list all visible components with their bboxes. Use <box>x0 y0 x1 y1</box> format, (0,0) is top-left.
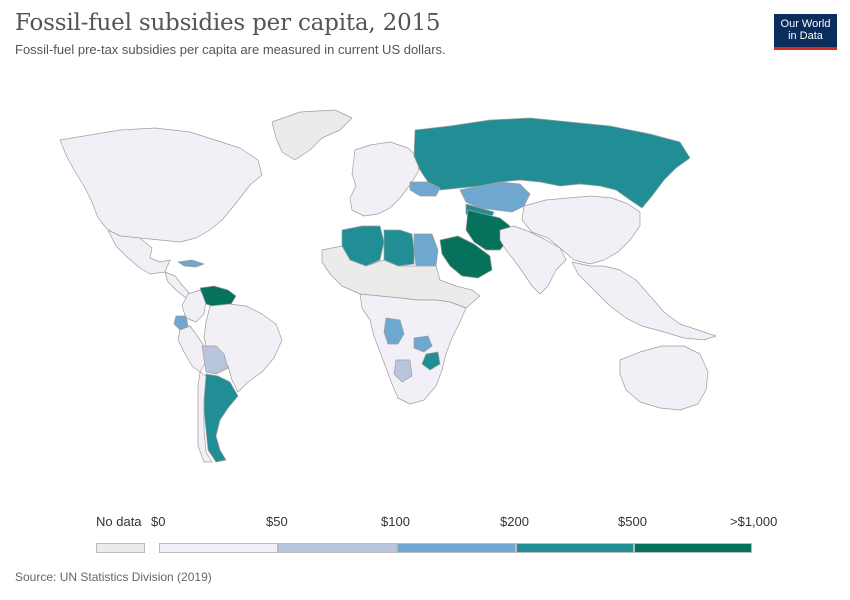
region-russia[interactable] <box>413 117 691 209</box>
legend-bin-2 <box>397 543 516 553</box>
region-libya[interactable] <box>383 229 415 267</box>
region-ecuador[interactable] <box>173 315 189 331</box>
region-central-america[interactable] <box>164 271 191 299</box>
legend-tick-5: >$1,000 <box>730 514 778 529</box>
world-map <box>59 109 717 463</box>
region-europe[interactable] <box>349 141 421 217</box>
region-bolivia[interactable] <box>201 345 229 375</box>
region-argentina[interactable] <box>203 373 239 463</box>
owid-logo[interactable]: Our World in Data <box>774 14 837 50</box>
legend-tick-2: $100 <box>381 514 410 529</box>
region-cuba[interactable] <box>177 259 205 268</box>
legend-tick-1: $50 <box>266 514 288 529</box>
legend-tick-0: $0 <box>151 514 166 529</box>
region-australia[interactable] <box>619 345 709 411</box>
region-zimbabwe[interactable] <box>421 351 441 371</box>
region-peru[interactable] <box>177 325 207 373</box>
legend-bin-1 <box>278 543 397 553</box>
region-africa[interactable] <box>359 293 467 405</box>
region-china[interactable] <box>521 195 641 265</box>
region-ukraine[interactable] <box>409 181 441 197</box>
region-egypt[interactable] <box>413 233 439 267</box>
source-note: Source: UN Statistics Division (2019) <box>15 570 212 584</box>
region-south-asia[interactable] <box>499 225 567 295</box>
legend-bin-3 <box>516 543 634 553</box>
logo-line-1: Our World <box>780 18 831 30</box>
region-southeast-asia[interactable] <box>571 261 717 341</box>
region-mexico[interactable] <box>107 229 171 275</box>
legend-tick-3: $200 <box>500 514 529 529</box>
legend-tick-4: $500 <box>618 514 647 529</box>
region-colombia[interactable] <box>181 289 207 323</box>
region-chile[interactable] <box>197 371 213 463</box>
legend-bin-0 <box>159 543 278 553</box>
legend-bin-4 <box>634 543 752 553</box>
region-sahel[interactable] <box>321 245 481 309</box>
region-botswana[interactable] <box>393 359 413 383</box>
legend-nodata-swatch <box>96 543 145 553</box>
region-zambia[interactable] <box>413 335 433 353</box>
region-angola[interactable] <box>383 317 405 345</box>
logo-line-2: in Data <box>788 30 823 42</box>
chart-subtitle: Fossil-fuel pre-tax subsidies per capita… <box>15 42 446 57</box>
region-saudi-arabia[interactable] <box>439 235 493 279</box>
region-venezuela[interactable] <box>199 285 237 309</box>
region-north-america[interactable] <box>59 127 263 243</box>
chart-title: Fossil-fuel subsidies per capita, 2015 <box>15 10 441 36</box>
region-greenland[interactable] <box>271 109 353 161</box>
legend-nodata-label: No data <box>96 514 142 529</box>
